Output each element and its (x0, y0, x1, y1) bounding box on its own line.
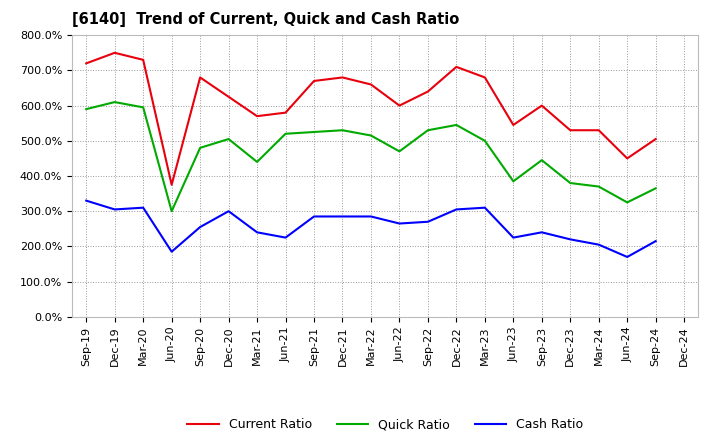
Current Ratio (338, 75, 347, 80)
Current Ratio (196, 75, 204, 80)
Cash Ratio (395, 221, 404, 226)
Cash Ratio (139, 205, 148, 210)
Cash Ratio (566, 237, 575, 242)
Quick Ratio (395, 149, 404, 154)
Line: Quick Ratio: Quick Ratio (86, 102, 656, 211)
Cash Ratio (452, 207, 461, 212)
Quick Ratio (652, 186, 660, 191)
Cash Ratio (623, 254, 631, 260)
Current Ratio (509, 122, 518, 128)
Cash Ratio (595, 242, 603, 247)
Current Ratio (282, 110, 290, 115)
Quick Ratio (509, 179, 518, 184)
Quick Ratio (196, 145, 204, 150)
Cash Ratio (652, 238, 660, 244)
Current Ratio (366, 82, 375, 87)
Quick Ratio (282, 131, 290, 136)
Cash Ratio (110, 207, 119, 212)
Current Ratio (82, 61, 91, 66)
Cash Ratio (196, 224, 204, 230)
Current Ratio (452, 64, 461, 70)
Quick Ratio (452, 122, 461, 128)
Quick Ratio (310, 129, 318, 135)
Cash Ratio (253, 230, 261, 235)
Quick Ratio (110, 99, 119, 105)
Current Ratio (566, 128, 575, 133)
Current Ratio (395, 103, 404, 108)
Current Ratio (423, 89, 432, 94)
Quick Ratio (338, 128, 347, 133)
Cash Ratio (423, 219, 432, 224)
Current Ratio (480, 75, 489, 80)
Current Ratio (225, 94, 233, 99)
Quick Ratio (139, 105, 148, 110)
Text: [6140]  Trend of Current, Quick and Cash Ratio: [6140] Trend of Current, Quick and Cash … (72, 12, 459, 27)
Cash Ratio (310, 214, 318, 219)
Current Ratio (652, 136, 660, 142)
Cash Ratio (338, 214, 347, 219)
Quick Ratio (623, 200, 631, 205)
Quick Ratio (253, 159, 261, 165)
Quick Ratio (480, 138, 489, 143)
Cash Ratio (366, 214, 375, 219)
Current Ratio (595, 128, 603, 133)
Current Ratio (139, 57, 148, 62)
Cash Ratio (480, 205, 489, 210)
Current Ratio (167, 182, 176, 187)
Quick Ratio (82, 106, 91, 112)
Current Ratio (537, 103, 546, 108)
Quick Ratio (595, 184, 603, 189)
Quick Ratio (537, 158, 546, 163)
Quick Ratio (366, 133, 375, 138)
Quick Ratio (423, 128, 432, 133)
Cash Ratio (225, 209, 233, 214)
Quick Ratio (167, 209, 176, 214)
Current Ratio (110, 50, 119, 55)
Cash Ratio (537, 230, 546, 235)
Current Ratio (623, 156, 631, 161)
Line: Current Ratio: Current Ratio (86, 53, 656, 185)
Cash Ratio (509, 235, 518, 240)
Cash Ratio (167, 249, 176, 254)
Cash Ratio (82, 198, 91, 203)
Legend: Current Ratio, Quick Ratio, Cash Ratio: Current Ratio, Quick Ratio, Cash Ratio (182, 413, 588, 436)
Current Ratio (310, 78, 318, 84)
Current Ratio (253, 114, 261, 119)
Cash Ratio (282, 235, 290, 240)
Line: Cash Ratio: Cash Ratio (86, 201, 656, 257)
Quick Ratio (225, 136, 233, 142)
Quick Ratio (566, 180, 575, 186)
